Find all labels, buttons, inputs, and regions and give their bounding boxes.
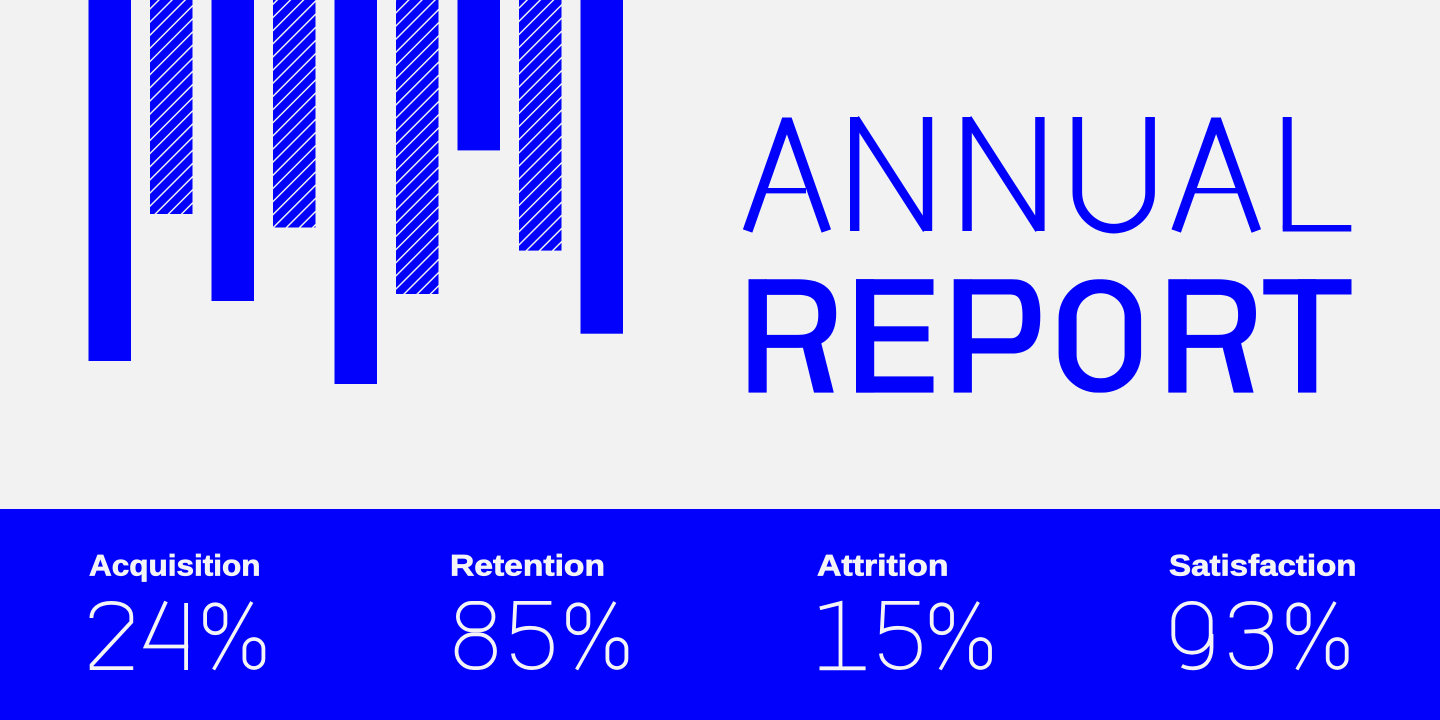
svg-text:Satisfaction: Satisfaction: [1169, 550, 1357, 583]
svg-text:Retention: Retention: [450, 550, 605, 583]
svg-text:Acquisition: Acquisition: [89, 550, 261, 583]
svg-text:Attrition: Attrition: [817, 550, 949, 583]
